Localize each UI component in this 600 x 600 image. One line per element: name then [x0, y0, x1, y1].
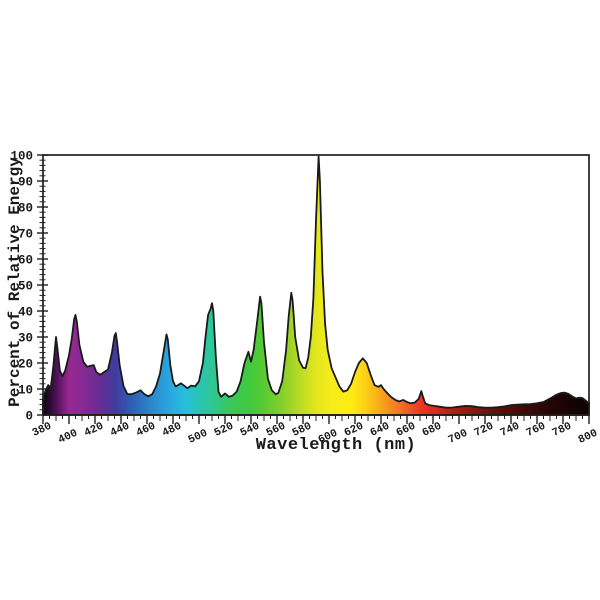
- y-tick-label: 50: [18, 280, 33, 294]
- x-axis-title: Wavelength (nm): [255, 436, 417, 455]
- x-tick-label: 380: [31, 421, 54, 440]
- spectrum-area-curve: [42, 155, 590, 416]
- y-tick-label: 0: [25, 410, 33, 424]
- y-tick-label: 40: [18, 306, 33, 320]
- y-tick-label: 60: [18, 254, 33, 268]
- x-tick-label: 400: [57, 428, 80, 447]
- y-axis-title: Percent of Relative Energy: [6, 157, 24, 407]
- axis-ticks: [37, 154, 590, 424]
- x-tick-label: 800: [577, 428, 600, 447]
- y-tick-label: 70: [18, 228, 33, 242]
- y-tick-label: 90: [18, 176, 33, 190]
- x-tick-label: 420: [83, 421, 106, 440]
- y-tick-label: 80: [18, 202, 33, 216]
- y-tick-label: 20: [18, 358, 33, 372]
- y-tick-label: 30: [18, 332, 33, 346]
- x-tick-label: 780: [551, 421, 574, 440]
- y-tick-label: 10: [18, 384, 33, 398]
- y-tick-label: 100: [10, 150, 33, 164]
- x-tick-label: 440: [109, 421, 132, 440]
